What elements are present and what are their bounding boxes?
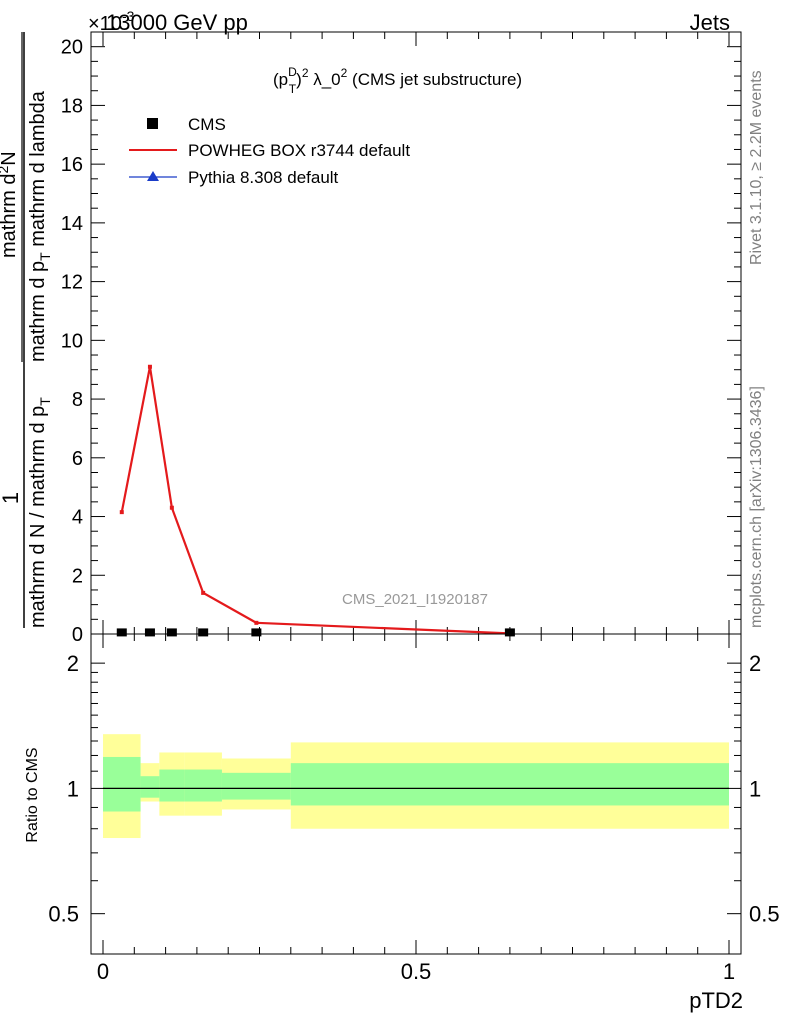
main-y-tick-label: 2: [72, 565, 83, 587]
main-y-tick-label: 0: [72, 624, 83, 646]
rivet-label: Rivet 3.1.10, ≥ 2.2M events: [748, 70, 765, 265]
legend: CMS POWHEG BOX r3744 default Pythia 8.30…: [129, 115, 410, 187]
main-ylabel: 1 mathrm d N / mathrm d pT mathrm d2N ma…: [0, 32, 53, 628]
ratio-inner-band: [159, 769, 185, 802]
ratio-y-tick-label-right: 2: [749, 651, 761, 676]
ratio-y-tick-label-right: 0.5: [749, 902, 780, 927]
legend-cms-label: CMS: [188, 115, 226, 134]
ratio-axes: 0.5 0.5 1 1 2 2 0 0.5 1: [48, 634, 780, 984]
legend-powheg-label: POWHEG BOX r3744 default: [188, 141, 410, 160]
exponent-label: ×10-3: [88, 8, 135, 35]
cms-point: [198, 628, 209, 637]
ylabel-inner-denominator: mathrm d pT mathrm d lambda: [27, 90, 53, 362]
ratio-y-tick-label-left: 0.5: [48, 902, 79, 927]
ratio-y-tick-label-left: 1: [67, 776, 79, 801]
powheg-point: [169, 505, 174, 510]
powheg-point: [201, 590, 206, 595]
main-series: [116, 364, 515, 637]
ratio-inner-band: [184, 769, 222, 802]
ratio-y-tick-label-right: 1: [749, 776, 761, 801]
analysis-watermark: CMS_2021_I1920187: [342, 591, 488, 608]
cms-point: [116, 628, 127, 637]
x-tick-label: 0.5: [401, 959, 432, 984]
powheg-point: [254, 620, 259, 625]
main-y-tick-label: 6: [72, 448, 83, 470]
legend-pythia-marker: [147, 171, 159, 181]
mcplots-label: mcplots.cern.ch [arXiv:1306.3436]: [748, 386, 765, 628]
main-y-tick-label: 16: [61, 154, 83, 176]
main-y-tick-label: 12: [61, 272, 83, 294]
xlabel: pTD2: [689, 988, 743, 1013]
main-y-tick-label: 4: [72, 507, 83, 529]
main-y-tick-label: 8: [72, 389, 83, 411]
ratio-inner-band: [140, 776, 160, 798]
ratio-bands: [103, 734, 729, 839]
ratio-ylabel: Ratio to CMS: [24, 747, 41, 842]
x-tick-label: 0: [97, 959, 109, 984]
ratio-inner-band: [221, 772, 291, 800]
main-y-tick-label: 10: [61, 330, 83, 352]
x-tick-label: 1: [723, 959, 735, 984]
cms-point: [504, 628, 515, 637]
ylabel-inner-fraction: mathrm d2N: [0, 151, 20, 258]
ylabel-denominator: mathrm d N / mathrm d pT: [27, 397, 53, 628]
ratio-inner-band: [103, 756, 141, 812]
powheg-point: [147, 364, 152, 369]
cms-point: [144, 628, 155, 637]
cms-point: [166, 628, 177, 637]
ylabel-numerator: 1: [0, 492, 23, 504]
main-title: (pD T)2 λ_02 (CMS jet substructure): [273, 65, 522, 96]
main-y-tick-label: 20: [61, 37, 83, 59]
powheg-line: [120, 366, 510, 635]
legend-pythia-label: Pythia 8.308 default: [188, 168, 339, 187]
main-y-tick-label: 14: [61, 213, 83, 235]
main-y-tick-label: 18: [61, 95, 83, 117]
beam-label: 13000 GeV pp: [106, 10, 248, 35]
process-label: Jets: [690, 10, 730, 35]
legend-cms-marker: [147, 118, 158, 129]
main-axes: 0 2 4 6 8 10 12 14 16 18 20: [61, 31, 741, 646]
cms-point: [251, 628, 262, 637]
powheg-point: [119, 510, 124, 515]
ratio-y-tick-label-left: 2: [67, 651, 79, 676]
ratio-inner-band: [290, 763, 729, 806]
